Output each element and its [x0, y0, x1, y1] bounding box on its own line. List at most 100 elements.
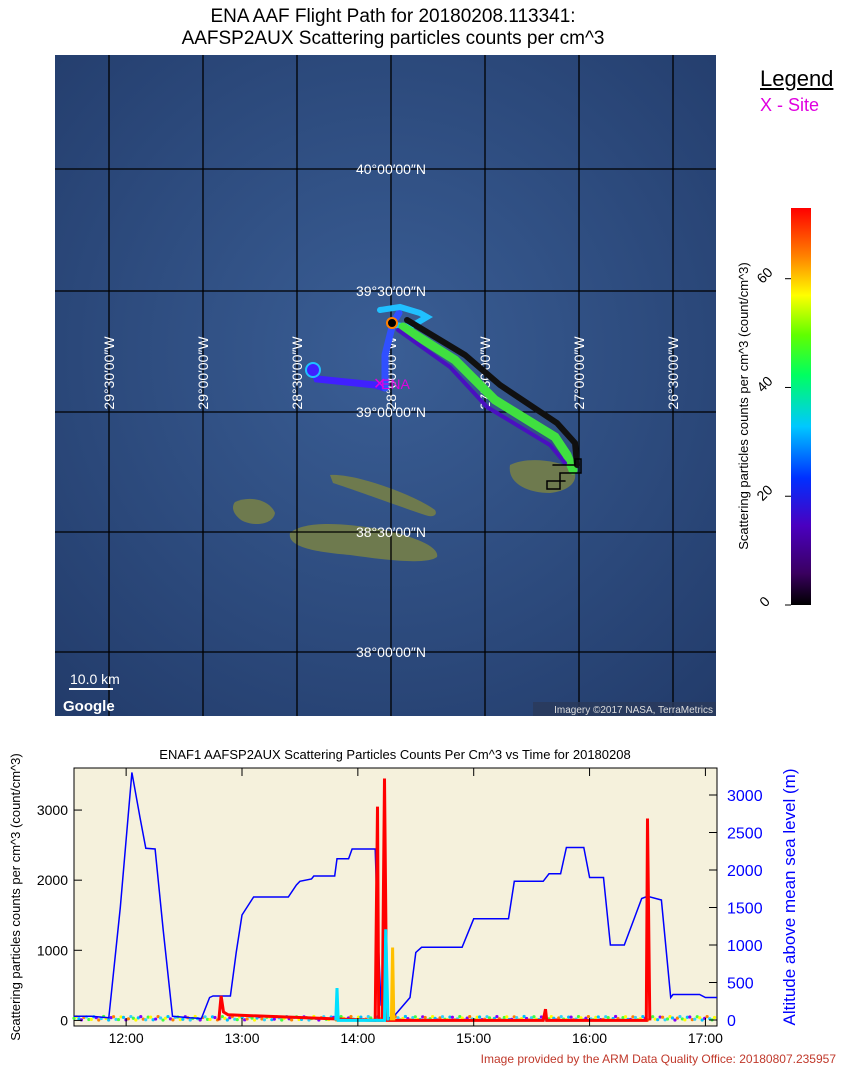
island-pico [289, 524, 438, 562]
y-tick-label: 2000 [37, 872, 68, 888]
imagery-credit-bg [533, 702, 716, 716]
title-line-2: AAFSP2AUX Scattering particles counts pe… [181, 28, 605, 49]
baseline-point [163, 1016, 168, 1020]
legend-title: Legend [760, 66, 834, 91]
y2-tick-label: 1000 [727, 938, 763, 955]
baseline-point [166, 1014, 170, 1019]
site-marker: ✕ ENA [373, 376, 410, 393]
legend-site-entry: X - Site [760, 95, 820, 115]
baseline-point [245, 1017, 249, 1021]
baseline-point [114, 1017, 118, 1021]
y2-tick-label: 500 [727, 976, 754, 993]
baseline-point [512, 1015, 516, 1019]
baseline-point [109, 1016, 113, 1020]
baseline-point [465, 1016, 469, 1020]
baseline-point [220, 1014, 224, 1019]
baseline-point [660, 1015, 665, 1019]
lon-label: 29°00′00″W [195, 336, 211, 410]
baseline-point [359, 1015, 363, 1019]
baseline-point [107, 1018, 111, 1022]
track-east-leg-c [396, 328, 567, 465]
track-north-leg [381, 309, 403, 392]
baseline-point [203, 1015, 207, 1019]
baseline-point [685, 1015, 689, 1019]
baseline-point [156, 1015, 160, 1019]
baseline-point [270, 1018, 274, 1022]
baseline-point [134, 1018, 138, 1022]
lat-label: 40°00′00″N [356, 161, 426, 177]
baseline-point [171, 1018, 175, 1022]
y2-axis-label: Altitude above mean sea level (m) [780, 768, 799, 1025]
particle-spike-series [389, 947, 396, 1021]
baseline-point [673, 1018, 677, 1022]
baseline-point [243, 1018, 247, 1022]
baseline-point [339, 1014, 343, 1019]
baseline-point [223, 1016, 227, 1020]
axis-layer: 0 1000 2000 3000 0 500 1000 1500 2000 2500 3000 12:… [37, 768, 763, 1046]
baseline-point [495, 1014, 499, 1019]
baseline-point [505, 1015, 509, 1019]
baseline-point [515, 1015, 519, 1020]
baseline-point [576, 1015, 581, 1019]
baseline-point [260, 1017, 264, 1021]
baseline-point [208, 1017, 212, 1022]
baseline-point [430, 1014, 435, 1019]
baseline-point [670, 1016, 675, 1020]
y2-tick-label: 3000 [727, 788, 763, 805]
baseline-point [126, 1017, 131, 1021]
colorbar-tick-label: 60 [753, 264, 775, 286]
baseline-point [97, 1018, 101, 1022]
baseline-point [680, 1017, 684, 1021]
baseline-point [712, 1015, 717, 1020]
baseline-point [700, 1018, 704, 1022]
baseline-point [653, 1017, 657, 1021]
baseline-point [403, 1014, 407, 1019]
baseline-point [290, 1018, 294, 1022]
flight-map[interactable]: 40°00′00″N 39°30′00″N 39°00′00″N 38°30′0… [55, 55, 716, 716]
baseline-point [181, 1017, 185, 1021]
map-svg: 40°00′00″N 39°30′00″N 39°00′00″N 38°30′0… [55, 55, 716, 716]
lon-label: 29°30′00″W [101, 336, 117, 410]
track-terceira-marker [546, 458, 582, 490]
baseline-point [423, 1015, 427, 1020]
baseline-point [146, 1015, 150, 1019]
time-series-chart: ENAF1 AAFSP2AUX Scattering Particles Cou… [0, 722, 846, 1070]
baseline-point [579, 1016, 583, 1020]
flight-track [305, 303, 582, 490]
baseline-point [658, 1015, 662, 1019]
y-tick-label: 1000 [37, 942, 68, 958]
y-tick-label: 0 [60, 1012, 68, 1028]
colorbar-axis-label: Scattering particles counts per cm^3 (co… [736, 262, 751, 549]
baseline-point [448, 1015, 452, 1019]
baseline-point [213, 1015, 217, 1020]
colorbar-tick-label: 20 [753, 481, 775, 503]
baseline-point [421, 1015, 425, 1019]
x-tick-label: 17:00 [688, 1030, 723, 1046]
baseline-point [693, 1017, 697, 1021]
baseline-point [586, 1014, 591, 1019]
baseline-point [594, 1015, 598, 1019]
island-sao-jorge [330, 474, 436, 517]
baseline-point [131, 1016, 135, 1020]
baseline-point [272, 1017, 276, 1021]
baseline-point [438, 1016, 442, 1020]
baseline-point [623, 1015, 628, 1019]
baseline-point [411, 1015, 415, 1020]
colorbar-tick-label: 40 [753, 373, 775, 395]
baseline-point [663, 1018, 667, 1022]
x-tick-label: 15:00 [456, 1030, 491, 1046]
baseline-point [252, 1018, 257, 1022]
baseline-point [77, 1017, 81, 1021]
page-title: ENA AAF Flight Path for 20180208.113341:… [0, 6, 786, 50]
baseline-point [366, 1015, 370, 1019]
y-axis-label: Scattering particles counts per cm^3 (co… [8, 753, 23, 1040]
baseline-point [559, 1015, 563, 1019]
baseline-point [188, 1018, 192, 1022]
baseline-point [235, 1018, 239, 1022]
baseline-point [460, 1016, 464, 1020]
baseline-point [121, 1015, 126, 1019]
lon-label: 26°30′00″W [665, 336, 681, 410]
baseline-point [485, 1015, 489, 1019]
baseline-point [129, 1014, 133, 1019]
baseline-point [280, 1018, 284, 1022]
